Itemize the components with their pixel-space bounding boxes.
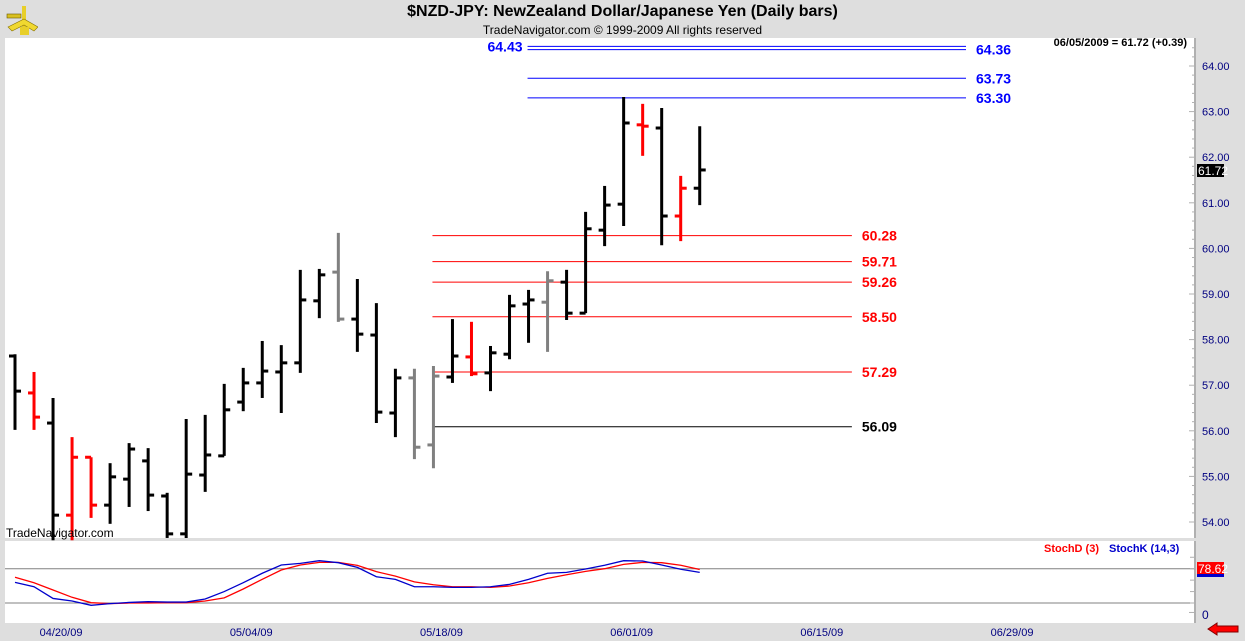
date-tick-label: 05/18/09 [420, 627, 463, 639]
level-label: 59.26 [862, 274, 897, 290]
ohlc-bar [541, 271, 554, 352]
ohlc-bar [218, 383, 231, 458]
price-tick-label: 58.00 [1202, 335, 1230, 347]
ohlc-bar [9, 354, 21, 430]
ohlc-bar [636, 103, 649, 156]
ohlc-bar [123, 443, 136, 507]
ohlc-bar [579, 211, 592, 315]
stoch-zero-label: 0 [1202, 608, 1209, 622]
level-label: 60.28 [862, 228, 897, 244]
price-tick-label: 61.00 [1202, 198, 1230, 210]
ohlc-bars [9, 97, 706, 541]
date-axis: 04/20/09 05/04/09 05/18/09 06/01/09 06/15/09… [40, 627, 1034, 639]
ohlc-bar [465, 321, 478, 377]
last-price-box [1197, 164, 1224, 177]
ohlc-bar [484, 345, 497, 392]
ohlc-bar [313, 268, 326, 319]
price-tick-label: 54.00 [1202, 517, 1230, 529]
fib-levels: 64.43 64.36 63.73 63.30 60.28 59.71 59.26 58.50… [432, 38, 1011, 435]
date-tick-label: 06/01/09 [610, 627, 653, 639]
ohlc-bar [161, 492, 174, 538]
price-tick-label: 63.00 [1202, 107, 1230, 119]
level-label: 63.73 [976, 70, 1011, 86]
price-tick-label: 62.00 [1202, 152, 1230, 164]
ohlc-bar [104, 463, 117, 524]
ohlc-bar [617, 97, 630, 227]
date-tick-label: 05/04/09 [230, 627, 273, 639]
stoch-d-value-label: 78.62 [1198, 562, 1228, 576]
ohlc-bar [389, 368, 402, 438]
level-label: 63.30 [976, 90, 1011, 106]
last-price-label: 61.72 [1198, 164, 1228, 178]
price-tick-label: 56.00 [1202, 426, 1230, 438]
ohlc-bar [256, 340, 269, 398]
level-label: 59.71 [862, 254, 897, 270]
chart-title: $NZD-JPY: NewZealand Dollar/Japanese Yen… [407, 3, 838, 20]
watermark: TradeNavigator.com [6, 526, 114, 540]
ohlc-bar [522, 289, 535, 343]
ohlc-bar [655, 107, 668, 246]
price-tick-label: 64.00 [1202, 61, 1230, 73]
ohlc-bar [28, 371, 41, 430]
ohlc-bar [693, 126, 706, 206]
price-axis: 54.00 55.00 56.00 57.00 58.00 59.00 60.00 61.00… [1189, 47, 1230, 529]
ohlc-bar [142, 448, 155, 512]
ohlc-bar [370, 303, 383, 424]
stoch-pane [5, 541, 1195, 623]
sextant-logo-icon [4, 3, 39, 42]
last-quote-label: 06/05/2009 = 61.72 (+0.39) [1054, 37, 1188, 49]
level-label: 64.36 [976, 42, 1011, 58]
stoch-d-value-box [1197, 562, 1224, 574]
ohlc-bar [446, 319, 459, 383]
ohlc-bar [180, 418, 193, 538]
scroll-left-arrow-icon[interactable] [1207, 622, 1239, 641]
date-tick-label: 04/20/09 [40, 627, 83, 639]
ohlc-bar [332, 232, 345, 322]
ohlc-bar [199, 414, 212, 492]
ohlc-bar [47, 397, 60, 541]
stochastic-lines [5, 556, 1195, 613]
ohlc-bar [351, 278, 364, 352]
ohlc-bar [598, 185, 611, 247]
stoch-k-legend: StochK (14,3) [1109, 543, 1180, 555]
ohlc-bar [85, 455, 98, 518]
level-label: 64.43 [487, 38, 522, 54]
ohlc-bar [560, 269, 573, 320]
level-label: 57.29 [862, 364, 897, 380]
date-tick-label: 06/15/09 [800, 627, 843, 639]
ohlc-bar [674, 175, 687, 242]
level-label: 58.50 [862, 309, 897, 325]
stoch-d-legend: StochD (3) [1044, 543, 1099, 555]
date-tick-label: 06/29/09 [991, 627, 1034, 639]
ohlc-bar [66, 437, 79, 541]
ohlc-bar [294, 269, 307, 373]
ohlc-bar [427, 366, 440, 469]
ohlc-bar [503, 294, 516, 360]
copyright-text: TradeNavigator.com © 1999-2009 All right… [482, 23, 763, 37]
ohlc-bar [275, 345, 288, 414]
price-tick-label: 57.00 [1202, 380, 1230, 392]
price-tick-label: 59.00 [1202, 289, 1230, 301]
price-tick-label: 55.00 [1202, 471, 1230, 483]
price-pane [5, 38, 1195, 538]
price-tick-label: 60.00 [1202, 243, 1230, 255]
ohlc-bar [408, 368, 421, 460]
level-label: 56.09 [862, 419, 897, 435]
ohlc-bar [237, 367, 250, 412]
stoch-k-line [14, 560, 700, 606]
